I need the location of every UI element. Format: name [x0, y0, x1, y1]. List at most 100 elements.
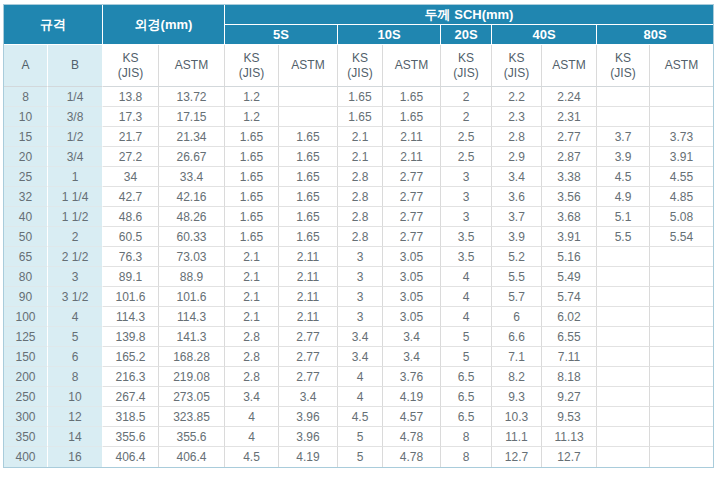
- cell-10s-ks: 5: [338, 427, 383, 447]
- table-row: 80389.188.92.12.1133.0545.55.49: [4, 267, 713, 287]
- cell-10s-astm: 3.05: [383, 247, 441, 267]
- cell-80s-ks: [597, 287, 650, 307]
- header-sch-10s: 10S: [338, 25, 441, 45]
- cell-80s-astm: [650, 387, 713, 407]
- subheader-10s-ks: KS (JIS): [338, 45, 383, 87]
- cell-od-ks: 139.8: [103, 327, 159, 347]
- cell-40s-astm: 11.13: [542, 427, 597, 447]
- cell-5s-astm: 2.11: [279, 247, 338, 267]
- cell-5s-astm: 2.11: [279, 287, 338, 307]
- cell-5s-astm: 2.77: [279, 327, 338, 347]
- subheader-a: A: [4, 45, 48, 87]
- cell-40s-astm: 9.53: [542, 407, 597, 427]
- cell-a: 100: [4, 307, 48, 327]
- cell-40s-astm: 6.02: [542, 307, 597, 327]
- cell-10s-ks: 2.8: [338, 167, 383, 187]
- cell-5s-astm: 1.65: [279, 227, 338, 247]
- cell-b: 8: [48, 367, 103, 387]
- cell-20s-ks: 4: [441, 267, 492, 287]
- cell-b: 1/2: [48, 127, 103, 147]
- subheader-10s-astm: ASTM: [383, 45, 441, 87]
- cell-od-astm: 60.33: [159, 227, 225, 247]
- cell-5s-ks: 1.65: [225, 167, 279, 187]
- cell-od-astm: 88.9: [159, 267, 225, 287]
- cell-5s-ks: 2.8: [225, 347, 279, 367]
- table-row: 903 1/2101.6101.62.12.1133.0545.75.74: [4, 287, 713, 307]
- cell-5s-astm: 1.65: [279, 127, 338, 147]
- cell-40s-astm: 2.77: [542, 127, 597, 147]
- cell-5s-astm: [279, 107, 338, 127]
- cell-20s-ks: 3: [441, 167, 492, 187]
- header-spec: 규격: [4, 5, 103, 45]
- table-row: 401 1/248.648.261.651.652.82.7733.73.685…: [4, 207, 713, 227]
- cell-40s-ks: 3.4: [492, 167, 542, 187]
- cell-80s-astm: [650, 347, 713, 367]
- subheader-5s-astm: ASTM: [279, 45, 338, 87]
- cell-40s-astm: 2.31: [542, 107, 597, 127]
- cell-od-astm: 406.4: [159, 447, 225, 467]
- cell-5s-ks: 1.2: [225, 87, 279, 107]
- table-row: 40016406.4406.44.54.1954.78812.712.7: [4, 447, 713, 467]
- subheader-20s-ks: KS (JIS): [441, 45, 492, 87]
- cell-b: 12: [48, 407, 103, 427]
- cell-5s-ks: 2.1: [225, 307, 279, 327]
- cell-od-ks: 42.7: [103, 187, 159, 207]
- cell-5s-astm: 3.96: [279, 427, 338, 447]
- cell-5s-ks: 3.4: [225, 387, 279, 407]
- subheader-b: B: [48, 45, 103, 87]
- cell-od-ks: 27.2: [103, 147, 159, 167]
- cell-20s-ks: 2.5: [441, 147, 492, 167]
- cell-20s-ks: 4: [441, 307, 492, 327]
- cell-20s-ks: 5: [441, 347, 492, 367]
- cell-a: 65: [4, 247, 48, 267]
- cell-40s-astm: 3.68: [542, 207, 597, 227]
- cell-b: 10: [48, 387, 103, 407]
- table-row: 1004114.3114.32.12.1133.05466.02: [4, 307, 713, 327]
- cell-5s-astm: 2.77: [279, 367, 338, 387]
- cell-40s-astm: 3.91: [542, 227, 597, 247]
- subheader-5s-ks: KS (JIS): [225, 45, 279, 87]
- cell-10s-ks: 3: [338, 287, 383, 307]
- cell-40s-astm: 6.55: [542, 327, 597, 347]
- cell-40s-astm: 5.74: [542, 287, 597, 307]
- cell-40s-ks: 11.1: [492, 427, 542, 447]
- cell-80s-ks: [597, 387, 650, 407]
- cell-40s-ks: 2.2: [492, 87, 542, 107]
- cell-b: 16: [48, 447, 103, 467]
- cell-b: 1 1/4: [48, 187, 103, 207]
- cell-80s-astm: [650, 307, 713, 327]
- header-thickness: 두께 SCH(mm): [225, 5, 713, 25]
- cell-40s-astm: 3.38: [542, 167, 597, 187]
- cell-od-astm: 273.05: [159, 387, 225, 407]
- subheader-80s-ks: KS (JIS): [597, 45, 650, 87]
- cell-a: 50: [4, 227, 48, 247]
- cell-80s-astm: [650, 407, 713, 427]
- cell-40s-astm: 7.11: [542, 347, 597, 367]
- cell-20s-ks: 2: [441, 87, 492, 107]
- cell-20s-ks: 6.5: [441, 367, 492, 387]
- cell-10s-astm: 3.4: [383, 347, 441, 367]
- header-outer-diameter: 외경(mm): [103, 5, 225, 45]
- cell-b: 5: [48, 327, 103, 347]
- cell-b: 6: [48, 347, 103, 367]
- cell-b: 2: [48, 227, 103, 247]
- cell-10s-astm: 2.77: [383, 207, 441, 227]
- cell-80s-ks: 3.7: [597, 127, 650, 147]
- subheader-od-ks: KS (JIS): [103, 45, 159, 87]
- cell-80s-ks: [597, 247, 650, 267]
- cell-10s-astm: 3.05: [383, 307, 441, 327]
- cell-80s-astm: 5.08: [650, 207, 713, 227]
- cell-a: 80: [4, 267, 48, 287]
- table-row: 652 1/276.373.032.12.1133.053.55.25.16: [4, 247, 713, 267]
- cell-b: 4: [48, 307, 103, 327]
- cell-80s-ks: 3.9: [597, 147, 650, 167]
- cell-od-astm: 48.26: [159, 207, 225, 227]
- cell-5s-astm: 4.19: [279, 447, 338, 467]
- cell-40s-ks: 2.8: [492, 127, 542, 147]
- cell-80s-astm: [650, 447, 713, 467]
- cell-5s-ks: 1.65: [225, 127, 279, 147]
- cell-5s-astm: 3.96: [279, 407, 338, 427]
- cell-od-ks: 355.6: [103, 427, 159, 447]
- cell-od-ks: 60.5: [103, 227, 159, 247]
- cell-5s-ks: 1.65: [225, 187, 279, 207]
